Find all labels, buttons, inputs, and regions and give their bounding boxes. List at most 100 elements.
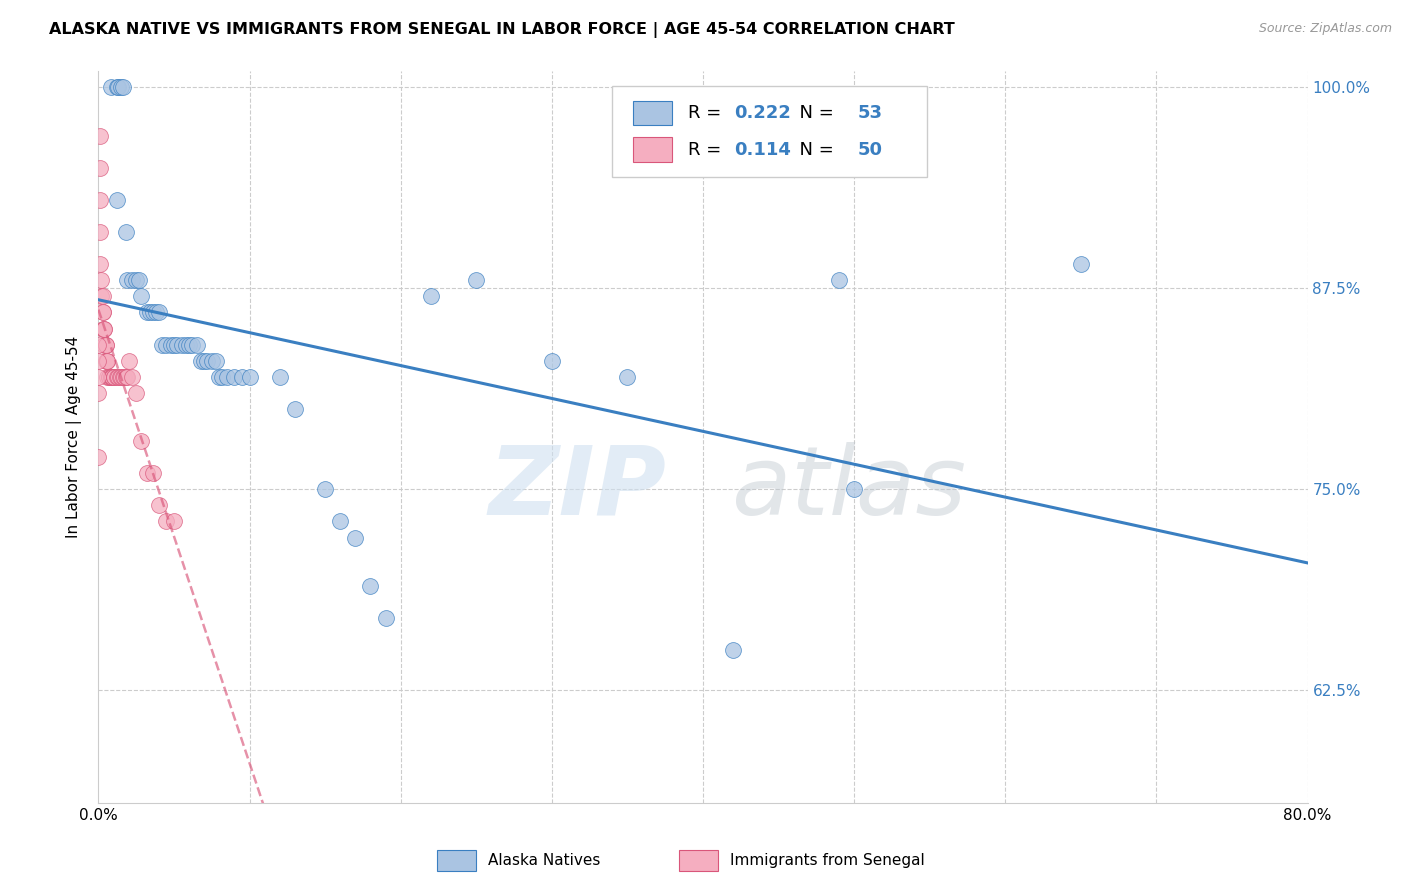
Point bbox=[314, 483, 336, 497]
Point bbox=[129, 289, 152, 303]
Point bbox=[105, 193, 128, 207]
Point bbox=[195, 353, 218, 368]
Point bbox=[145, 305, 167, 319]
Text: Immigrants from Senegal: Immigrants from Senegal bbox=[730, 853, 924, 868]
Point bbox=[94, 337, 117, 351]
Point bbox=[239, 369, 262, 384]
Point bbox=[129, 434, 152, 449]
Point bbox=[166, 337, 188, 351]
Point bbox=[110, 369, 132, 384]
Point bbox=[128, 273, 150, 287]
Point bbox=[208, 369, 231, 384]
Bar bbox=[633, 137, 672, 162]
Point bbox=[1070, 257, 1092, 271]
Text: 0.114: 0.114 bbox=[734, 141, 792, 159]
Point bbox=[142, 467, 165, 481]
Text: 0.222: 0.222 bbox=[734, 104, 792, 122]
Point bbox=[112, 369, 135, 384]
Point bbox=[87, 369, 110, 384]
Point bbox=[540, 353, 562, 368]
Point bbox=[100, 369, 122, 384]
Point bbox=[89, 257, 111, 271]
Point bbox=[93, 321, 115, 335]
Point bbox=[110, 80, 132, 95]
Point bbox=[118, 353, 141, 368]
Point bbox=[142, 305, 165, 319]
Point bbox=[723, 643, 745, 657]
Text: R =: R = bbox=[689, 104, 727, 122]
Point bbox=[181, 337, 204, 351]
Point bbox=[163, 337, 186, 351]
Text: R =: R = bbox=[689, 141, 734, 159]
Point bbox=[174, 337, 197, 351]
Point bbox=[360, 579, 382, 593]
Point bbox=[284, 401, 307, 416]
Point bbox=[96, 353, 118, 368]
Point bbox=[160, 337, 183, 351]
Point bbox=[114, 225, 136, 239]
Point bbox=[616, 369, 638, 384]
Point bbox=[103, 369, 125, 384]
Point bbox=[101, 369, 124, 384]
Point bbox=[150, 337, 173, 351]
Point bbox=[93, 321, 115, 335]
Point bbox=[89, 161, 111, 175]
Point bbox=[125, 385, 148, 400]
Text: ALASKA NATIVE VS IMMIGRANTS FROM SENEGAL IN LABOR FORCE | AGE 45-54 CORRELATION : ALASKA NATIVE VS IMMIGRANTS FROM SENEGAL… bbox=[49, 22, 955, 38]
Point bbox=[87, 353, 110, 368]
Point bbox=[98, 369, 121, 384]
Point bbox=[179, 337, 201, 351]
Point bbox=[115, 369, 138, 384]
Point bbox=[465, 273, 488, 287]
Point bbox=[374, 611, 396, 625]
Point bbox=[344, 531, 367, 545]
Point bbox=[420, 289, 443, 303]
Point bbox=[190, 353, 212, 368]
Text: 53: 53 bbox=[858, 104, 883, 122]
Y-axis label: In Labor Force | Age 45-54: In Labor Force | Age 45-54 bbox=[66, 336, 83, 538]
Point bbox=[100, 80, 122, 95]
FancyBboxPatch shape bbox=[613, 86, 927, 178]
Point bbox=[215, 369, 238, 384]
Point bbox=[163, 515, 186, 529]
Point bbox=[107, 369, 129, 384]
Point bbox=[107, 80, 129, 95]
Bar bbox=[437, 850, 475, 871]
Point bbox=[89, 128, 111, 143]
Point bbox=[269, 369, 291, 384]
Point bbox=[329, 515, 352, 529]
Point bbox=[121, 273, 143, 287]
Point bbox=[105, 369, 128, 384]
Point bbox=[115, 273, 138, 287]
Point bbox=[135, 305, 157, 319]
Point bbox=[90, 273, 112, 287]
Text: ZIP: ZIP bbox=[489, 442, 666, 535]
Text: Source: ZipAtlas.com: Source: ZipAtlas.com bbox=[1258, 22, 1392, 36]
Point bbox=[224, 369, 246, 384]
Point bbox=[108, 369, 131, 384]
Point bbox=[193, 353, 215, 368]
Point bbox=[111, 80, 134, 95]
Point bbox=[93, 337, 115, 351]
Point bbox=[155, 337, 177, 351]
Point bbox=[105, 80, 128, 95]
Point bbox=[96, 369, 118, 384]
Point bbox=[828, 273, 851, 287]
Point bbox=[205, 353, 228, 368]
Point bbox=[94, 337, 117, 351]
Point bbox=[98, 369, 121, 384]
Point bbox=[91, 321, 114, 335]
Point bbox=[91, 289, 114, 303]
Point bbox=[231, 369, 253, 384]
Point bbox=[155, 515, 177, 529]
Point bbox=[125, 273, 148, 287]
Text: atlas: atlas bbox=[731, 442, 966, 535]
Text: N =: N = bbox=[787, 141, 839, 159]
Point bbox=[114, 369, 136, 384]
Point bbox=[121, 369, 143, 384]
Point bbox=[91, 305, 114, 319]
Point bbox=[87, 337, 110, 351]
Point bbox=[91, 305, 114, 319]
Point bbox=[111, 369, 134, 384]
Point bbox=[94, 353, 117, 368]
